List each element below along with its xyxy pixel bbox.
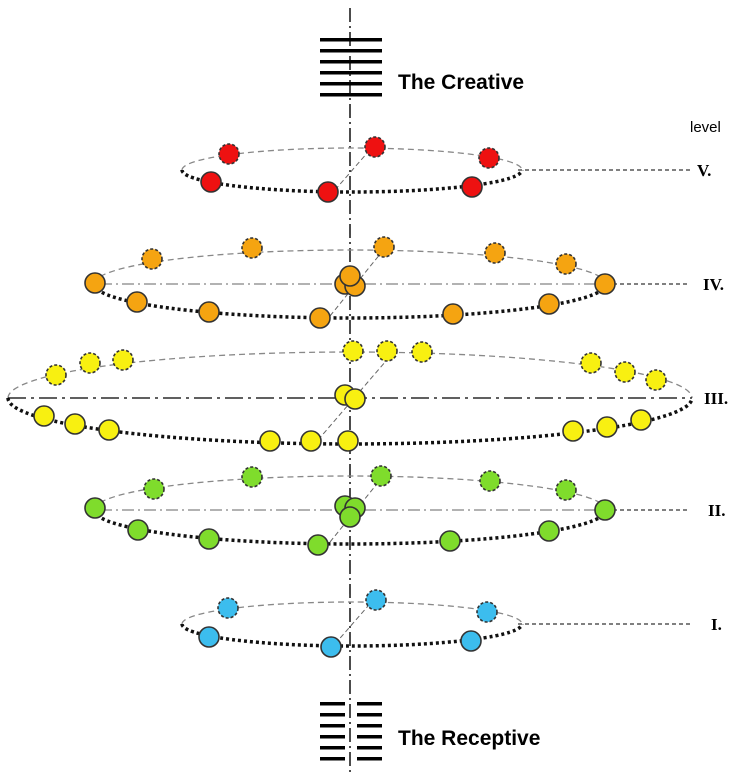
level-i-ring [180,601,690,648]
node [376,340,398,362]
level-iv-label: IV. [703,275,724,294]
node [198,301,220,323]
level-v-nodes [200,136,500,203]
node [645,369,667,391]
node [596,416,618,438]
receptive-title: The Receptive [398,727,540,750]
creative-title: The Creative [398,71,524,94]
node [476,601,498,623]
node [342,340,364,362]
node [259,430,281,452]
node [365,589,387,611]
node [478,147,500,169]
node [33,405,55,427]
level-i-nodes [198,589,498,658]
node [339,265,361,287]
node [461,176,483,198]
node [84,272,106,294]
node [344,388,366,410]
node [442,303,464,325]
node [307,534,329,556]
node [112,349,134,371]
node [580,352,602,374]
node [439,530,461,552]
node [411,341,433,363]
node [460,630,482,652]
node [555,479,577,501]
node [373,236,395,258]
node [320,636,342,658]
node [64,413,86,435]
node [241,466,263,488]
node [594,499,616,521]
node [614,361,636,383]
node [198,626,220,648]
node [479,470,501,492]
node [98,419,120,441]
level-ii-label: II. [708,501,725,520]
node [309,307,331,329]
node [143,478,165,500]
node [370,465,392,487]
node [84,497,106,519]
node [126,291,148,313]
node [594,273,616,295]
receptive-hexagram-icon [320,702,382,761]
node [200,171,222,193]
creative-hexagram-icon [320,38,382,97]
level-heading: level [690,119,721,136]
level-ii-nodes [84,465,616,556]
node [218,143,240,165]
level-v-ring [180,147,690,194]
node [141,248,163,270]
level-iv-nodes [84,236,616,329]
node [317,181,339,203]
node [45,364,67,386]
node [198,528,220,550]
level-iii-label: III. [704,389,728,408]
node [630,409,652,431]
node [79,352,101,374]
node [339,506,361,528]
node [484,242,506,264]
node [337,430,359,452]
level-iii-nodes [33,340,667,452]
node [562,420,584,442]
node [300,430,322,452]
level-i-label: I. [711,615,722,634]
node [127,519,149,541]
node [241,237,263,259]
level-v-label: V. [697,161,711,180]
node [217,597,239,619]
node [364,136,386,158]
node [538,293,560,315]
node [555,253,577,275]
node [538,520,560,542]
